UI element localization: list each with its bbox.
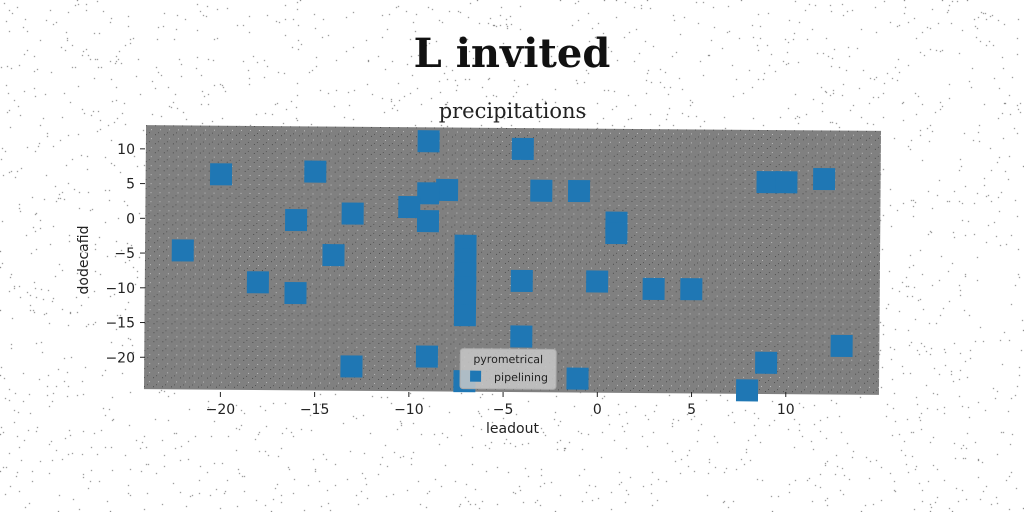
data-point-0-28 [642,277,665,300]
data-point-0-11 [398,196,421,219]
data-point-0-13 [284,209,308,232]
data-point-0-17 [171,239,194,262]
data-point-0-18 [322,244,345,267]
data-point-0-1 [511,137,534,161]
data-point-0-0 [417,130,440,153]
page-title: L invited [413,30,611,77]
data-point-0-12 [341,202,364,225]
y-tick-label-5: −15 [105,316,135,332]
data-point-0-34 [340,355,363,378]
data-point-0-26 [510,269,533,293]
data-point-0-7 [567,179,591,203]
plot-area-noise [143,125,882,395]
data-point-0-38 [735,379,759,402]
x-tick-label-0: −20 [206,402,236,418]
data-point-0-35 [755,351,778,374]
data-point-0-33 [415,345,439,368]
x-tick-label-2: −10 [394,402,424,418]
data-point-0-31 [510,325,533,348]
data-point-0-5 [417,182,440,205]
y-tick-label-4: −10 [105,281,135,297]
y-tick-label-2: 0 [126,211,135,227]
x-tick-label-6: 10 [777,402,795,418]
data-point-0-29 [680,278,703,301]
x-axis-ticks: −20 −15 −10 −5 0 5 10 [206,392,795,418]
y-axis-label: dodecafid [76,226,92,295]
legend-box [459,348,557,390]
y-tick-label-3: −5 [114,246,135,262]
x-tick-label-5: 5 [687,402,696,418]
data-point-0-3 [209,163,233,186]
y-axis-ticks: 10 5 0 −5 −10 −15 −20 [105,142,145,366]
legend: pyrometrical pipelining [459,348,557,390]
x-axis-label: leadout [486,421,539,437]
data-point-0-25 [246,271,269,294]
data-point-0-16 [605,221,628,245]
legend-entry-label: pipelining [494,371,548,384]
y-tick-label-0: 10 [117,142,135,158]
x-tick-label-3: −5 [493,402,514,418]
data-point-0-27 [586,270,609,293]
legend-title: pyrometrical [473,353,543,367]
data-point-0-24 [453,304,477,327]
data-point-0-30 [284,281,307,305]
legend-swatch [470,370,482,382]
chart-title: precipitations [439,99,587,123]
data-point-0-14 [416,210,440,233]
data-point-0-9 [775,171,798,194]
data-point-0-36 [566,367,589,390]
data-point-0-32 [830,334,853,358]
y-tick-label-6: −20 [105,350,135,366]
data-point-0-8 [756,171,779,194]
x-tick-label-4: 0 [593,402,602,418]
data-points [171,130,853,402]
x-tick-label-1: −15 [300,402,330,418]
data-point-0-6 [530,179,553,202]
data-point-0-10 [813,167,836,191]
y-tick-label-1: 5 [126,177,135,193]
data-point-0-2 [304,160,327,183]
data-point-0-4 [436,178,459,202]
